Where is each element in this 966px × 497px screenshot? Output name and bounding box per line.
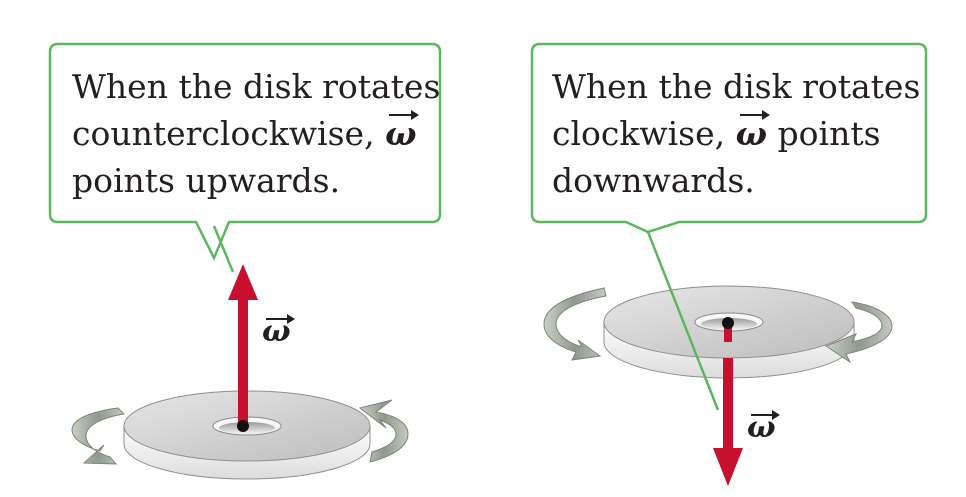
right-callout-line-2-prefix: clockwise, — [552, 114, 736, 153]
right-callout-leader — [646, 231, 720, 411]
left-callout-box — [48, 42, 442, 262]
left-callout-line-1: When the disk rotates — [72, 67, 441, 106]
left-omega-vector-up — [228, 264, 258, 432]
left-panel — [48, 42, 442, 480]
right-omega-label: ω — [747, 410, 780, 445]
left-callout-text: When the disk rotates counterclockwise, … — [72, 63, 440, 204]
right-callout-text: When the disk rotates clockwise, ω point… — [552, 63, 920, 204]
left-callout-omega-symbol: ω — [385, 110, 420, 157]
right-callout-line-1: When the disk rotates — [552, 67, 921, 106]
right-rotation-arrow-left — [543, 287, 607, 361]
left-callout-leader — [212, 225, 235, 273]
right-callout-line-3: downwards. — [552, 161, 755, 200]
left-callout-line-3: points upwards. — [72, 161, 341, 200]
right-panel — [530, 42, 928, 486]
left-callout-line-2: counterclockwise, ω — [72, 110, 440, 157]
right-callout-omega-symbol: ω — [736, 110, 771, 157]
left-callout-line-2-prefix: counterclockwise, — [72, 114, 386, 153]
right-rotation-arrow-right — [824, 301, 893, 364]
right-callout-line-2-suffix: points — [767, 114, 881, 153]
left-omega-label: ω — [262, 314, 295, 349]
right-callout-line-2: clockwise, ω points — [552, 110, 920, 157]
left-rotation-arrow-front — [358, 399, 409, 463]
right-omega-vector-down — [713, 317, 743, 486]
left-rotation-arrow-back — [71, 407, 126, 465]
right-callout-box — [530, 42, 928, 234]
